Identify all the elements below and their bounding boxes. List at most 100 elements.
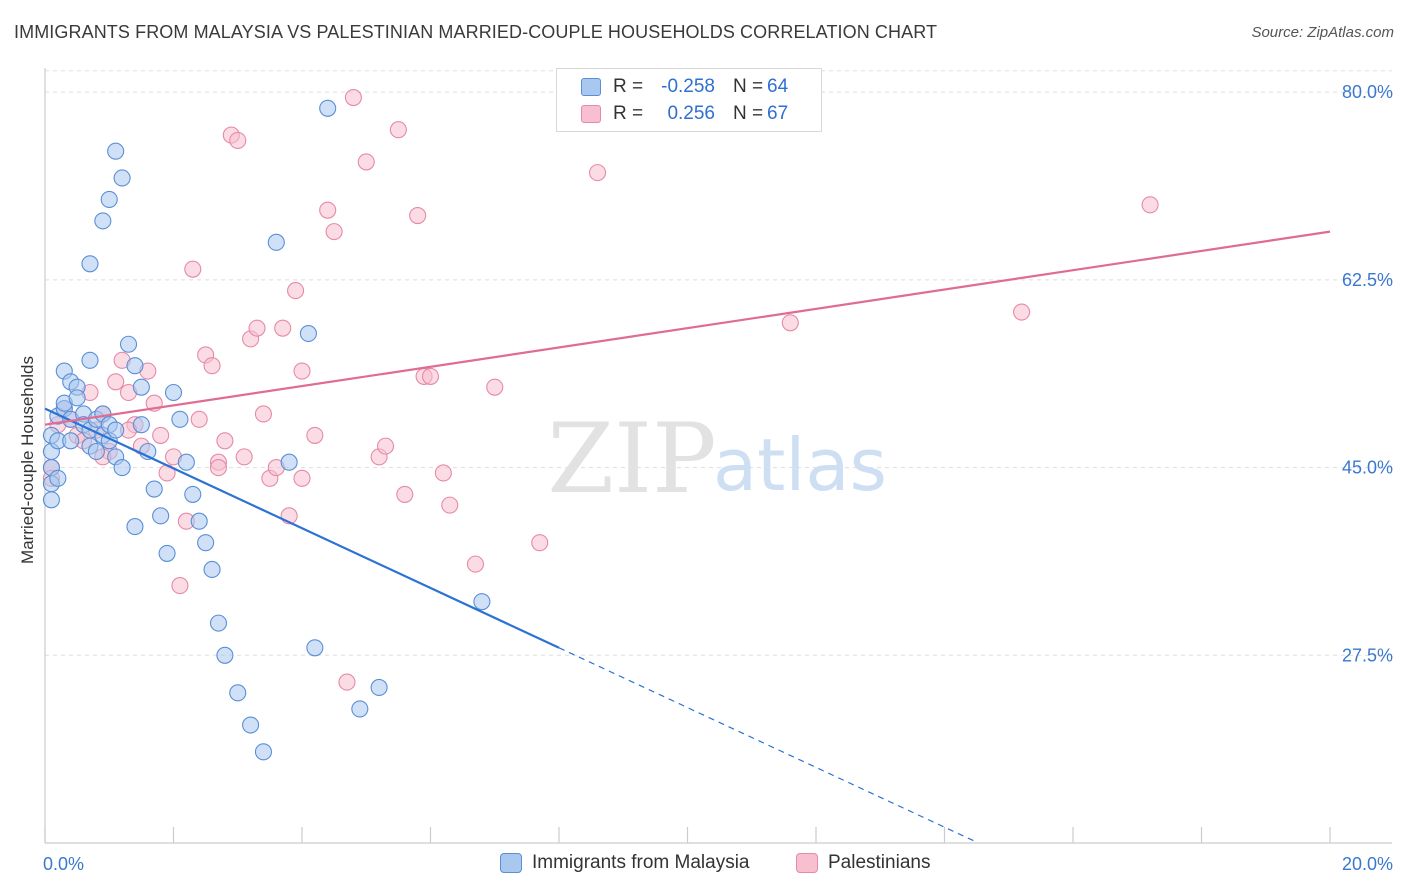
malaysia-point	[94, 212, 112, 230]
legend-n-label: N =	[733, 103, 764, 124]
legend-r-label: R =	[613, 103, 644, 124]
palestinian-point	[190, 410, 208, 428]
malaysia-point	[87, 442, 105, 461]
malaysia-point	[254, 743, 273, 761]
bottom-legend-malaysia: Immigrants from Malaysia	[500, 852, 750, 874]
malaysia-point	[132, 378, 150, 396]
palestinian-point	[293, 469, 311, 487]
malaysia-point	[299, 324, 317, 343]
series-palestinians-points	[42, 88, 1159, 691]
palestinian-point	[376, 437, 395, 455]
palestinian-point	[588, 164, 607, 182]
malaysia-trend-line	[44, 407, 560, 649]
palestinian-point	[344, 88, 362, 107]
legend-n-label: N =	[733, 76, 764, 97]
malaysia-point	[62, 432, 80, 450]
palestinian-point	[274, 319, 292, 337]
palestinian-point	[325, 223, 343, 241]
palestinian-point	[441, 496, 459, 514]
y-tick-label: 27.5%	[1342, 645, 1393, 665]
palestinian-point	[466, 555, 485, 573]
palestinian-point	[248, 319, 266, 337]
malaysia-point	[370, 678, 388, 697]
malaysia-point	[184, 485, 202, 503]
palestinian-trend-line	[44, 230, 1331, 426]
legend-row-palestinians: R = 0.256 N = 67	[581, 103, 788, 125]
series-malaysia-points	[42, 99, 491, 761]
malaysia-point	[190, 512, 208, 530]
palestinian-point	[184, 260, 202, 278]
malaysia-point	[113, 459, 131, 477]
palestinian-point	[486, 378, 504, 396]
bottom-legend-swatch-pink	[796, 853, 818, 873]
legend-row-malaysia: R = -0.258 N = 64	[581, 76, 788, 98]
palestinian-point	[209, 459, 228, 477]
malaysia-point	[171, 410, 189, 428]
x-tick-label: 0.0%	[43, 854, 84, 874]
malaysia-point	[49, 469, 67, 487]
correlation-legend: R = -0.258 N = 64 R = 0.256 N = 67	[556, 68, 822, 132]
palestinian-point	[389, 121, 407, 139]
y-tick-label: 62.5%	[1342, 270, 1393, 290]
malaysia-point	[158, 544, 176, 562]
tick-labels: 80.0% 62.5% 45.0% 27.5% 0.0% 20.0%	[43, 82, 1393, 874]
malaysia-point	[132, 416, 150, 434]
palestinian-point	[235, 448, 253, 466]
malaysia-point	[126, 518, 144, 536]
palestinian-point	[229, 131, 247, 149]
malaysia-point	[177, 453, 195, 471]
malaysia-point	[81, 255, 99, 273]
palestinian-point	[409, 206, 427, 225]
bottom-legend-label: Immigrants from Malaysia	[532, 852, 750, 873]
malaysia-point	[197, 534, 215, 552]
malaysia-point	[126, 357, 144, 375]
palestinian-point	[319, 201, 337, 219]
y-axis-label: Married-couple Households	[18, 356, 37, 564]
legend-r-label: R =	[613, 76, 644, 97]
watermark-atlas: atlas	[713, 423, 887, 507]
malaysia-point	[145, 480, 163, 498]
palestinian-point	[107, 373, 125, 391]
palestinian-point	[306, 426, 324, 444]
malaysia-point	[113, 169, 131, 187]
malaysia-point	[119, 335, 138, 353]
palestinian-point	[216, 432, 234, 450]
palestinian-point	[357, 153, 375, 171]
bottom-legend-swatch-blue	[500, 853, 522, 873]
palestinian-point	[531, 534, 549, 552]
legend-r-value: 0.256	[667, 103, 715, 124]
palestinian-point	[338, 673, 356, 691]
malaysia-point	[100, 190, 118, 208]
chart-title: IMMIGRANTS FROM MALAYSIA VS PALESTINIAN …	[14, 22, 938, 42]
malaysia-point	[68, 389, 86, 407]
malaysia-point	[267, 233, 285, 251]
malaysia-point	[203, 560, 221, 579]
malaysia-point	[280, 453, 298, 471]
palestinian-point	[152, 426, 170, 444]
malaysia-trend-extension	[558, 647, 977, 843]
malaysia-point	[242, 716, 260, 734]
malaysia-point	[306, 639, 324, 657]
malaysia-point	[216, 646, 234, 664]
palestinian-point	[293, 362, 311, 380]
bottom-legend-palestinians: Palestinians	[796, 852, 930, 874]
malaysia-point	[107, 142, 125, 160]
palestinian-point	[421, 367, 440, 385]
palestinian-point	[171, 577, 189, 595]
trend-lines	[44, 230, 1331, 843]
legend-r-value: -0.258	[661, 76, 715, 97]
watermark-zip: ZIP	[547, 403, 716, 515]
x-tick-label: 20.0%	[1342, 854, 1393, 874]
palestinian-point	[1013, 303, 1031, 321]
palestinian-point	[1141, 196, 1159, 214]
palestinian-point	[254, 405, 273, 423]
source-credit: Source: ZipAtlas.com	[1251, 24, 1394, 41]
palestinian-point	[781, 314, 799, 332]
bottom-legend-label: Palestinians	[828, 852, 931, 873]
palestinian-point	[396, 485, 414, 503]
y-tick-label: 80.0%	[1342, 82, 1393, 102]
palestinian-point	[434, 464, 452, 482]
palestinian-point	[287, 282, 305, 300]
y-tick-label: 45.0%	[1342, 458, 1393, 478]
